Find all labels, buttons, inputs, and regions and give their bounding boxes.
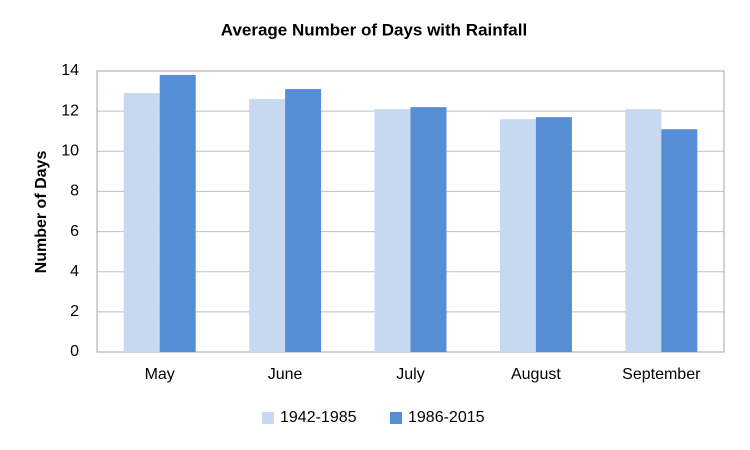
bar: [285, 89, 322, 353]
x-tick-label: May: [145, 366, 175, 383]
x-tick-label: July: [396, 366, 424, 383]
bar: [159, 75, 196, 352]
y-tick-label: 4: [70, 263, 79, 280]
x-tick-label: June: [268, 366, 303, 383]
legend-swatch: [262, 412, 274, 424]
legend-label: 1986-2015: [408, 409, 485, 426]
bar: [374, 109, 411, 352]
y-tick-label: 6: [70, 223, 79, 240]
bar: [535, 117, 572, 353]
x-tick-label: September: [622, 366, 701, 383]
bar: [123, 93, 160, 352]
legend-label: 1942-1985: [280, 409, 357, 426]
bar: [499, 119, 536, 353]
y-tick-label: 8: [70, 183, 79, 200]
legend-swatch: [390, 412, 402, 424]
bar: [661, 129, 698, 352]
y-tick-label: 12: [61, 102, 79, 119]
y-tick-label: 0: [70, 343, 79, 360]
bar: [410, 107, 447, 352]
chart-title: Average Number of Days with Rainfall: [221, 20, 527, 39]
y-tick-label: 2: [70, 303, 79, 320]
x-tick-label: August: [511, 366, 561, 383]
y-axis-label: Number of Days: [33, 151, 50, 274]
bar: [249, 99, 286, 352]
y-tick-label: 14: [61, 62, 79, 79]
bar: [625, 109, 662, 352]
y-tick-label: 10: [61, 143, 79, 160]
